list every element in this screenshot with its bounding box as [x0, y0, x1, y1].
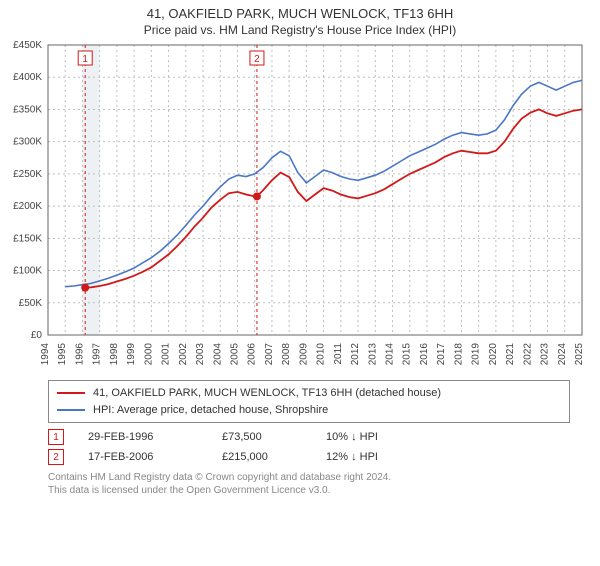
svg-text:2023: 2023: [540, 343, 551, 366]
page-subtitle: Price paid vs. HM Land Registry's House …: [0, 23, 600, 37]
svg-text:2005: 2005: [229, 343, 240, 366]
svg-text:£100K: £100K: [13, 266, 42, 277]
svg-text:£400K: £400K: [13, 72, 42, 83]
attribution-footer: Contains HM Land Registry data © Crown c…: [48, 471, 570, 497]
svg-text:2020: 2020: [488, 343, 499, 366]
svg-text:2004: 2004: [212, 343, 223, 366]
legend-label: 41, OAKFIELD PARK, MUCH WENLOCK, TF13 6H…: [93, 385, 441, 402]
svg-text:2019: 2019: [471, 343, 482, 366]
svg-text:£350K: £350K: [13, 104, 42, 115]
svg-text:1996: 1996: [74, 343, 85, 366]
legend-label: HPI: Average price, detached house, Shro…: [93, 402, 328, 419]
sale-marker-icon: 1: [48, 429, 64, 445]
svg-text:£150K: £150K: [13, 233, 42, 244]
page-title: 41, OAKFIELD PARK, MUCH WENLOCK, TF13 6H…: [0, 6, 600, 21]
svg-text:2016: 2016: [419, 343, 430, 366]
svg-text:2009: 2009: [298, 343, 309, 366]
svg-text:1994: 1994: [40, 343, 51, 366]
svg-text:2013: 2013: [367, 343, 378, 366]
sale-point: [253, 192, 261, 200]
sale-row: 1 29-FEB-1996 £73,500 10% ↓ HPI: [48, 427, 570, 447]
sale-marker-number: 2: [254, 54, 260, 65]
svg-text:2008: 2008: [281, 343, 292, 366]
legend-swatch: [57, 409, 85, 411]
svg-text:2003: 2003: [195, 343, 206, 366]
svg-text:2014: 2014: [385, 343, 396, 366]
svg-text:2021: 2021: [505, 343, 516, 366]
svg-text:2006: 2006: [247, 343, 258, 366]
svg-text:1995: 1995: [57, 343, 68, 366]
sale-price: £73,500: [222, 431, 302, 443]
svg-text:£200K: £200K: [13, 201, 42, 212]
svg-text:£250K: £250K: [13, 169, 42, 180]
sale-row: 2 17-FEB-2006 £215,000 12% ↓ HPI: [48, 447, 570, 467]
sale-point: [81, 284, 89, 292]
legend-swatch: [57, 392, 85, 394]
sales-table: 1 29-FEB-1996 £73,500 10% ↓ HPI 2 17-FEB-2006…: [48, 427, 570, 467]
svg-text:2012: 2012: [350, 343, 361, 366]
svg-text:£0: £0: [31, 330, 43, 341]
svg-text:£450K: £450K: [13, 41, 42, 51]
svg-text:1997: 1997: [92, 343, 103, 366]
sale-price: £215,000: [222, 451, 302, 463]
svg-text:2011: 2011: [333, 343, 344, 365]
svg-text:1999: 1999: [126, 343, 137, 366]
legend: 41, OAKFIELD PARK, MUCH WENLOCK, TF13 6H…: [48, 380, 570, 423]
svg-text:2024: 2024: [557, 343, 568, 366]
svg-text:2001: 2001: [161, 343, 172, 366]
sale-marker-icon: 2: [48, 449, 64, 465]
svg-text:1998: 1998: [109, 343, 120, 366]
legend-item: 41, OAKFIELD PARK, MUCH WENLOCK, TF13 6H…: [57, 385, 561, 402]
svg-text:2007: 2007: [264, 343, 275, 366]
svg-text:2002: 2002: [178, 343, 189, 366]
footer-line: Contains HM Land Registry data © Crown c…: [48, 471, 570, 484]
svg-text:£300K: £300K: [13, 137, 42, 148]
svg-text:2017: 2017: [436, 343, 447, 366]
sale-delta: 12% ↓ HPI: [326, 451, 378, 463]
sale-delta: 10% ↓ HPI: [326, 431, 378, 443]
svg-text:£50K: £50K: [19, 298, 43, 309]
sale-marker-number: 1: [82, 54, 88, 65]
price-chart: £0 £50K £100K £150K £200K £250K £300K £350K £400…: [0, 41, 600, 371]
footer-line: This data is licensed under the Open Gov…: [48, 484, 570, 497]
sale-date: 17-FEB-2006: [88, 451, 198, 463]
legend-item: HPI: Average price, detached house, Shro…: [57, 402, 561, 419]
svg-text:2022: 2022: [522, 343, 533, 366]
chart-container: £0 £50K £100K £150K £200K £250K £300K £350K £400…: [0, 41, 600, 374]
svg-text:2025: 2025: [574, 343, 585, 366]
svg-text:2000: 2000: [143, 343, 154, 366]
svg-text:2018: 2018: [453, 343, 464, 366]
svg-text:2010: 2010: [316, 343, 327, 366]
sale-date: 29-FEB-1996: [88, 431, 198, 443]
svg-text:2015: 2015: [402, 343, 413, 366]
